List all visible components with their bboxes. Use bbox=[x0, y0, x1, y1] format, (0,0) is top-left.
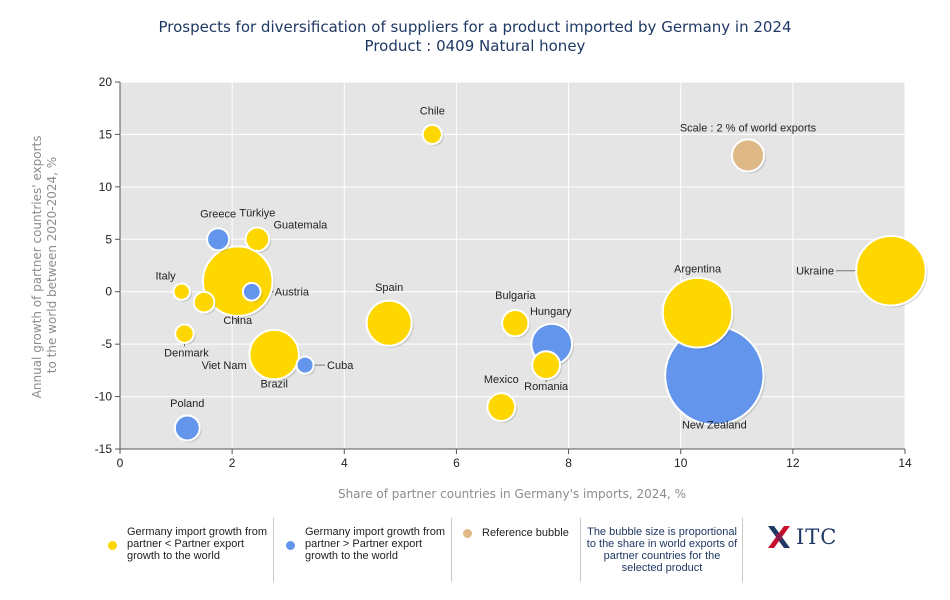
y-axis-label: Annual growth of partner countries' expo… bbox=[30, 132, 59, 399]
bubble-romania bbox=[531, 350, 562, 381]
legend-divider bbox=[451, 518, 452, 582]
label-brazil: Brazil bbox=[260, 379, 288, 391]
label-t-rkiye: Türkiye bbox=[239, 207, 275, 219]
axes: 0 2 4 6 8 10 12 14 20 15 10 5 0 -5 -10 -15 bbox=[95, 75, 912, 470]
label-viet-nam: Viet Nam bbox=[202, 360, 247, 372]
label-cuba: Cuba bbox=[327, 360, 354, 372]
label-mexico: Mexico bbox=[484, 374, 519, 386]
label-austria: Austria bbox=[275, 287, 310, 299]
bubble-brazil bbox=[248, 328, 300, 381]
bubble-spain bbox=[365, 299, 413, 347]
bubble-chart: 0 2 4 6 8 10 12 14 20 15 10 5 0 -5 -10 -15 Chile Greece T… bbox=[30, 75, 928, 501]
bubble-ukraine bbox=[855, 234, 927, 307]
y-tick-label: 10 bbox=[99, 180, 113, 194]
bubble-austria bbox=[241, 281, 262, 302]
label-argentina: Argentina bbox=[674, 264, 722, 276]
bubble-scale-2-of-world-exports bbox=[730, 138, 766, 173]
label-hungary: Hungary bbox=[530, 306, 572, 318]
x-tick-label: 4 bbox=[341, 456, 348, 470]
legend-divider bbox=[580, 518, 581, 582]
label-denmark: Denmark bbox=[164, 348, 209, 360]
bubble-poland bbox=[173, 414, 201, 442]
legend-blue-marker bbox=[286, 541, 295, 550]
bubble-argentina bbox=[661, 276, 734, 349]
x-tick-label: 14 bbox=[898, 456, 912, 470]
itc-logo-text: ITC bbox=[796, 525, 838, 549]
label-italy: Italy bbox=[155, 271, 176, 283]
y-tick-label: -10 bbox=[95, 390, 113, 404]
x-tick-label: 12 bbox=[786, 456, 800, 470]
itc-logo-icon bbox=[768, 526, 790, 548]
label-ukraine: Ukraine bbox=[796, 266, 834, 278]
legend-divider bbox=[273, 518, 274, 582]
label-scale-2-of-world-exports: Scale : 2 % of world exports bbox=[680, 122, 817, 134]
bubble-viet-nam bbox=[192, 290, 216, 314]
legend-blue-text: Germany import growth from partner > Par… bbox=[305, 526, 445, 562]
x-tick-label: 0 bbox=[117, 456, 124, 470]
y-tick-label: -5 bbox=[101, 337, 112, 351]
label-guatemala: Guatemala bbox=[273, 219, 328, 231]
label-china: China bbox=[223, 315, 253, 327]
bubble-denmark bbox=[174, 323, 195, 344]
itc-logo: ITC bbox=[766, 524, 837, 550]
y-tick-label: 0 bbox=[105, 285, 112, 299]
y-tick-label: -15 bbox=[95, 442, 113, 456]
chart-title: Prospects for diversification of supplie… bbox=[158, 18, 792, 36]
bubble-mexico bbox=[486, 392, 517, 422]
y-tick-label: 20 bbox=[99, 75, 113, 89]
legend-yellow-marker bbox=[108, 541, 117, 550]
chart-subtitle: Product : 0409 Natural honey bbox=[364, 37, 586, 55]
x-tick-label: 8 bbox=[565, 456, 572, 470]
x-tick-label: 10 bbox=[674, 456, 688, 470]
label-chile: Chile bbox=[420, 105, 445, 117]
bubble-italy bbox=[172, 282, 191, 301]
legend-yellow-text: Germany import growth from partner < Par… bbox=[127, 526, 267, 562]
x-tick-label: 2 bbox=[229, 456, 236, 470]
legend-reference-marker bbox=[463, 529, 472, 538]
y-tick-label: 5 bbox=[105, 232, 112, 246]
label-new-zealand: New Zealand bbox=[682, 420, 747, 432]
label-poland: Poland bbox=[170, 398, 204, 410]
label-romania: Romania bbox=[524, 381, 569, 393]
label-greece: Greece bbox=[200, 208, 236, 220]
bubble-t-rkiye bbox=[244, 226, 271, 253]
bubble-cuba bbox=[295, 355, 315, 375]
y-tick-label: 15 bbox=[99, 127, 113, 141]
bubbles bbox=[172, 123, 928, 443]
legend-reference-text: Reference bubble bbox=[482, 527, 569, 539]
x-axis-label: Share of partner countries in Germany's … bbox=[338, 487, 686, 501]
label-bulgaria: Bulgaria bbox=[495, 290, 536, 302]
bubble-bulgaria bbox=[501, 308, 530, 338]
legend-note-text: The bubble size is proportional to the s… bbox=[586, 526, 738, 574]
legend-divider bbox=[742, 518, 743, 582]
bubble-chile bbox=[421, 123, 443, 146]
label-spain: Spain bbox=[375, 282, 403, 294]
bubble-greece bbox=[206, 227, 231, 252]
x-tick-label: 6 bbox=[453, 456, 460, 470]
